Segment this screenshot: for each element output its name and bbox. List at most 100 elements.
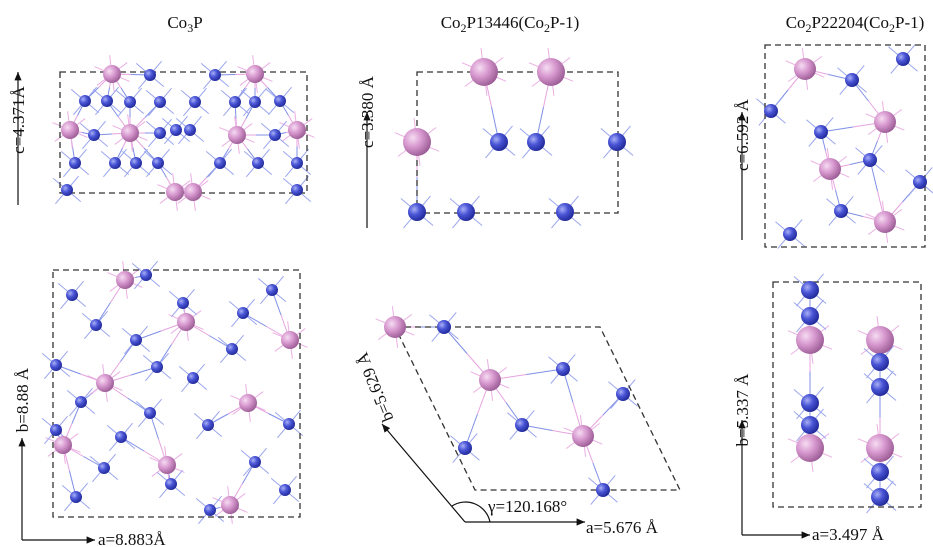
co-atom: [79, 95, 91, 107]
title-part: P-1): [550, 13, 579, 32]
co-atom: [187, 372, 199, 384]
axis-label: a=5.676 Å: [586, 518, 659, 537]
co-atom: [69, 157, 81, 169]
unit-cell: [417, 72, 618, 213]
p-atom: [384, 316, 406, 338]
co-atom: [408, 203, 426, 221]
co-atom: [165, 478, 177, 490]
axis-label: c=3.380 Å: [358, 75, 377, 148]
co-atom: [98, 462, 110, 474]
co-atom: [801, 281, 819, 299]
co-atom: [871, 378, 889, 396]
angle-arc: [452, 502, 490, 522]
co-atom: [229, 96, 241, 108]
panel-title: Co2P22204(Co2P-1): [786, 13, 925, 35]
co-atom: [202, 419, 214, 431]
co-atom: [237, 307, 249, 319]
p-atom: [228, 126, 246, 144]
co-atom: [124, 96, 136, 108]
p-atom: [177, 313, 195, 331]
title-part: Co: [786, 13, 806, 32]
co-atom: [834, 204, 848, 218]
co-atom: [457, 203, 475, 221]
p-atom: [819, 158, 841, 180]
p-atom: [166, 183, 184, 201]
co-atom: [75, 396, 87, 408]
co-atom: [458, 441, 472, 455]
axis-label: a=8.883Å: [98, 530, 166, 547]
co-atom: [596, 483, 610, 497]
co-atom: [266, 284, 278, 296]
axis-label: a=3.497 Å: [812, 525, 885, 544]
p-atom: [96, 374, 114, 392]
co-atom: [437, 320, 451, 334]
title-part: Co: [167, 13, 187, 32]
co-atom: [209, 69, 221, 81]
co-atom: [204, 504, 216, 516]
p-atom: [796, 434, 824, 462]
p-atom: [874, 211, 896, 233]
p-atom: [239, 394, 257, 412]
p-atom: [403, 128, 431, 156]
p-atom: [121, 124, 139, 142]
unit-cell: [395, 327, 680, 490]
co-atom: [871, 353, 889, 371]
p-atom: [246, 65, 264, 83]
co-atom: [871, 488, 889, 506]
axis-label: c=4.371Å: [9, 85, 28, 153]
co-atom: [66, 289, 78, 301]
co-atom: [170, 124, 182, 136]
co-atom: [556, 203, 574, 221]
co-atom: [801, 307, 819, 325]
co-atom: [130, 334, 142, 346]
co-atom: [189, 96, 201, 108]
title-part: P13446(Co: [467, 13, 544, 32]
axis-label: b=8.88 Å: [13, 367, 32, 432]
p-atom: [184, 183, 202, 201]
panel-title: Co2P13446(Co2P-1): [441, 13, 580, 35]
co-atom: [249, 96, 261, 108]
co-atom: [913, 175, 927, 189]
co-atom: [863, 153, 877, 167]
co-atom: [252, 157, 264, 169]
co-atom: [274, 95, 286, 107]
co-atom: [154, 127, 166, 139]
title-part: P: [193, 13, 202, 32]
co-atom: [50, 359, 62, 371]
p-atom: [794, 58, 816, 80]
co-atom: [871, 463, 889, 481]
co-atom: [291, 157, 303, 169]
p-atom: [796, 326, 824, 354]
co-atom: [184, 124, 196, 136]
co-atom: [801, 416, 819, 434]
co-atom: [101, 95, 113, 107]
co-atom: [556, 362, 570, 376]
title-part: Co: [441, 13, 461, 32]
p-atom: [572, 425, 594, 447]
p-atom: [61, 121, 79, 139]
unit-cell: [53, 270, 300, 517]
co-atom: [515, 418, 529, 432]
co-atom: [283, 418, 295, 430]
co-atom: [490, 133, 508, 151]
co-atom: [109, 157, 121, 169]
co-atom: [144, 69, 156, 81]
axis-label: b=5.337 Å: [733, 373, 752, 447]
p-atom: [866, 434, 894, 462]
co-atom: [130, 157, 142, 169]
co-atom: [152, 157, 164, 169]
unit-cell: [773, 282, 921, 507]
axis-arrow: [382, 424, 465, 522]
co-atom: [783, 227, 797, 241]
co-atom: [616, 387, 630, 401]
co-atom: [154, 96, 166, 108]
figure: Co3P Co2P13446(Co2P-1) Co2P22204(Co2P-1)…: [0, 0, 933, 547]
co-atom: [801, 394, 819, 412]
co-atom: [764, 104, 778, 118]
co-atom: [249, 456, 261, 468]
p-atom: [281, 331, 299, 349]
angle-label: γ=120.168°: [487, 497, 567, 516]
p-atom: [866, 326, 894, 354]
co-atom: [845, 73, 859, 87]
co-atom: [814, 125, 828, 139]
